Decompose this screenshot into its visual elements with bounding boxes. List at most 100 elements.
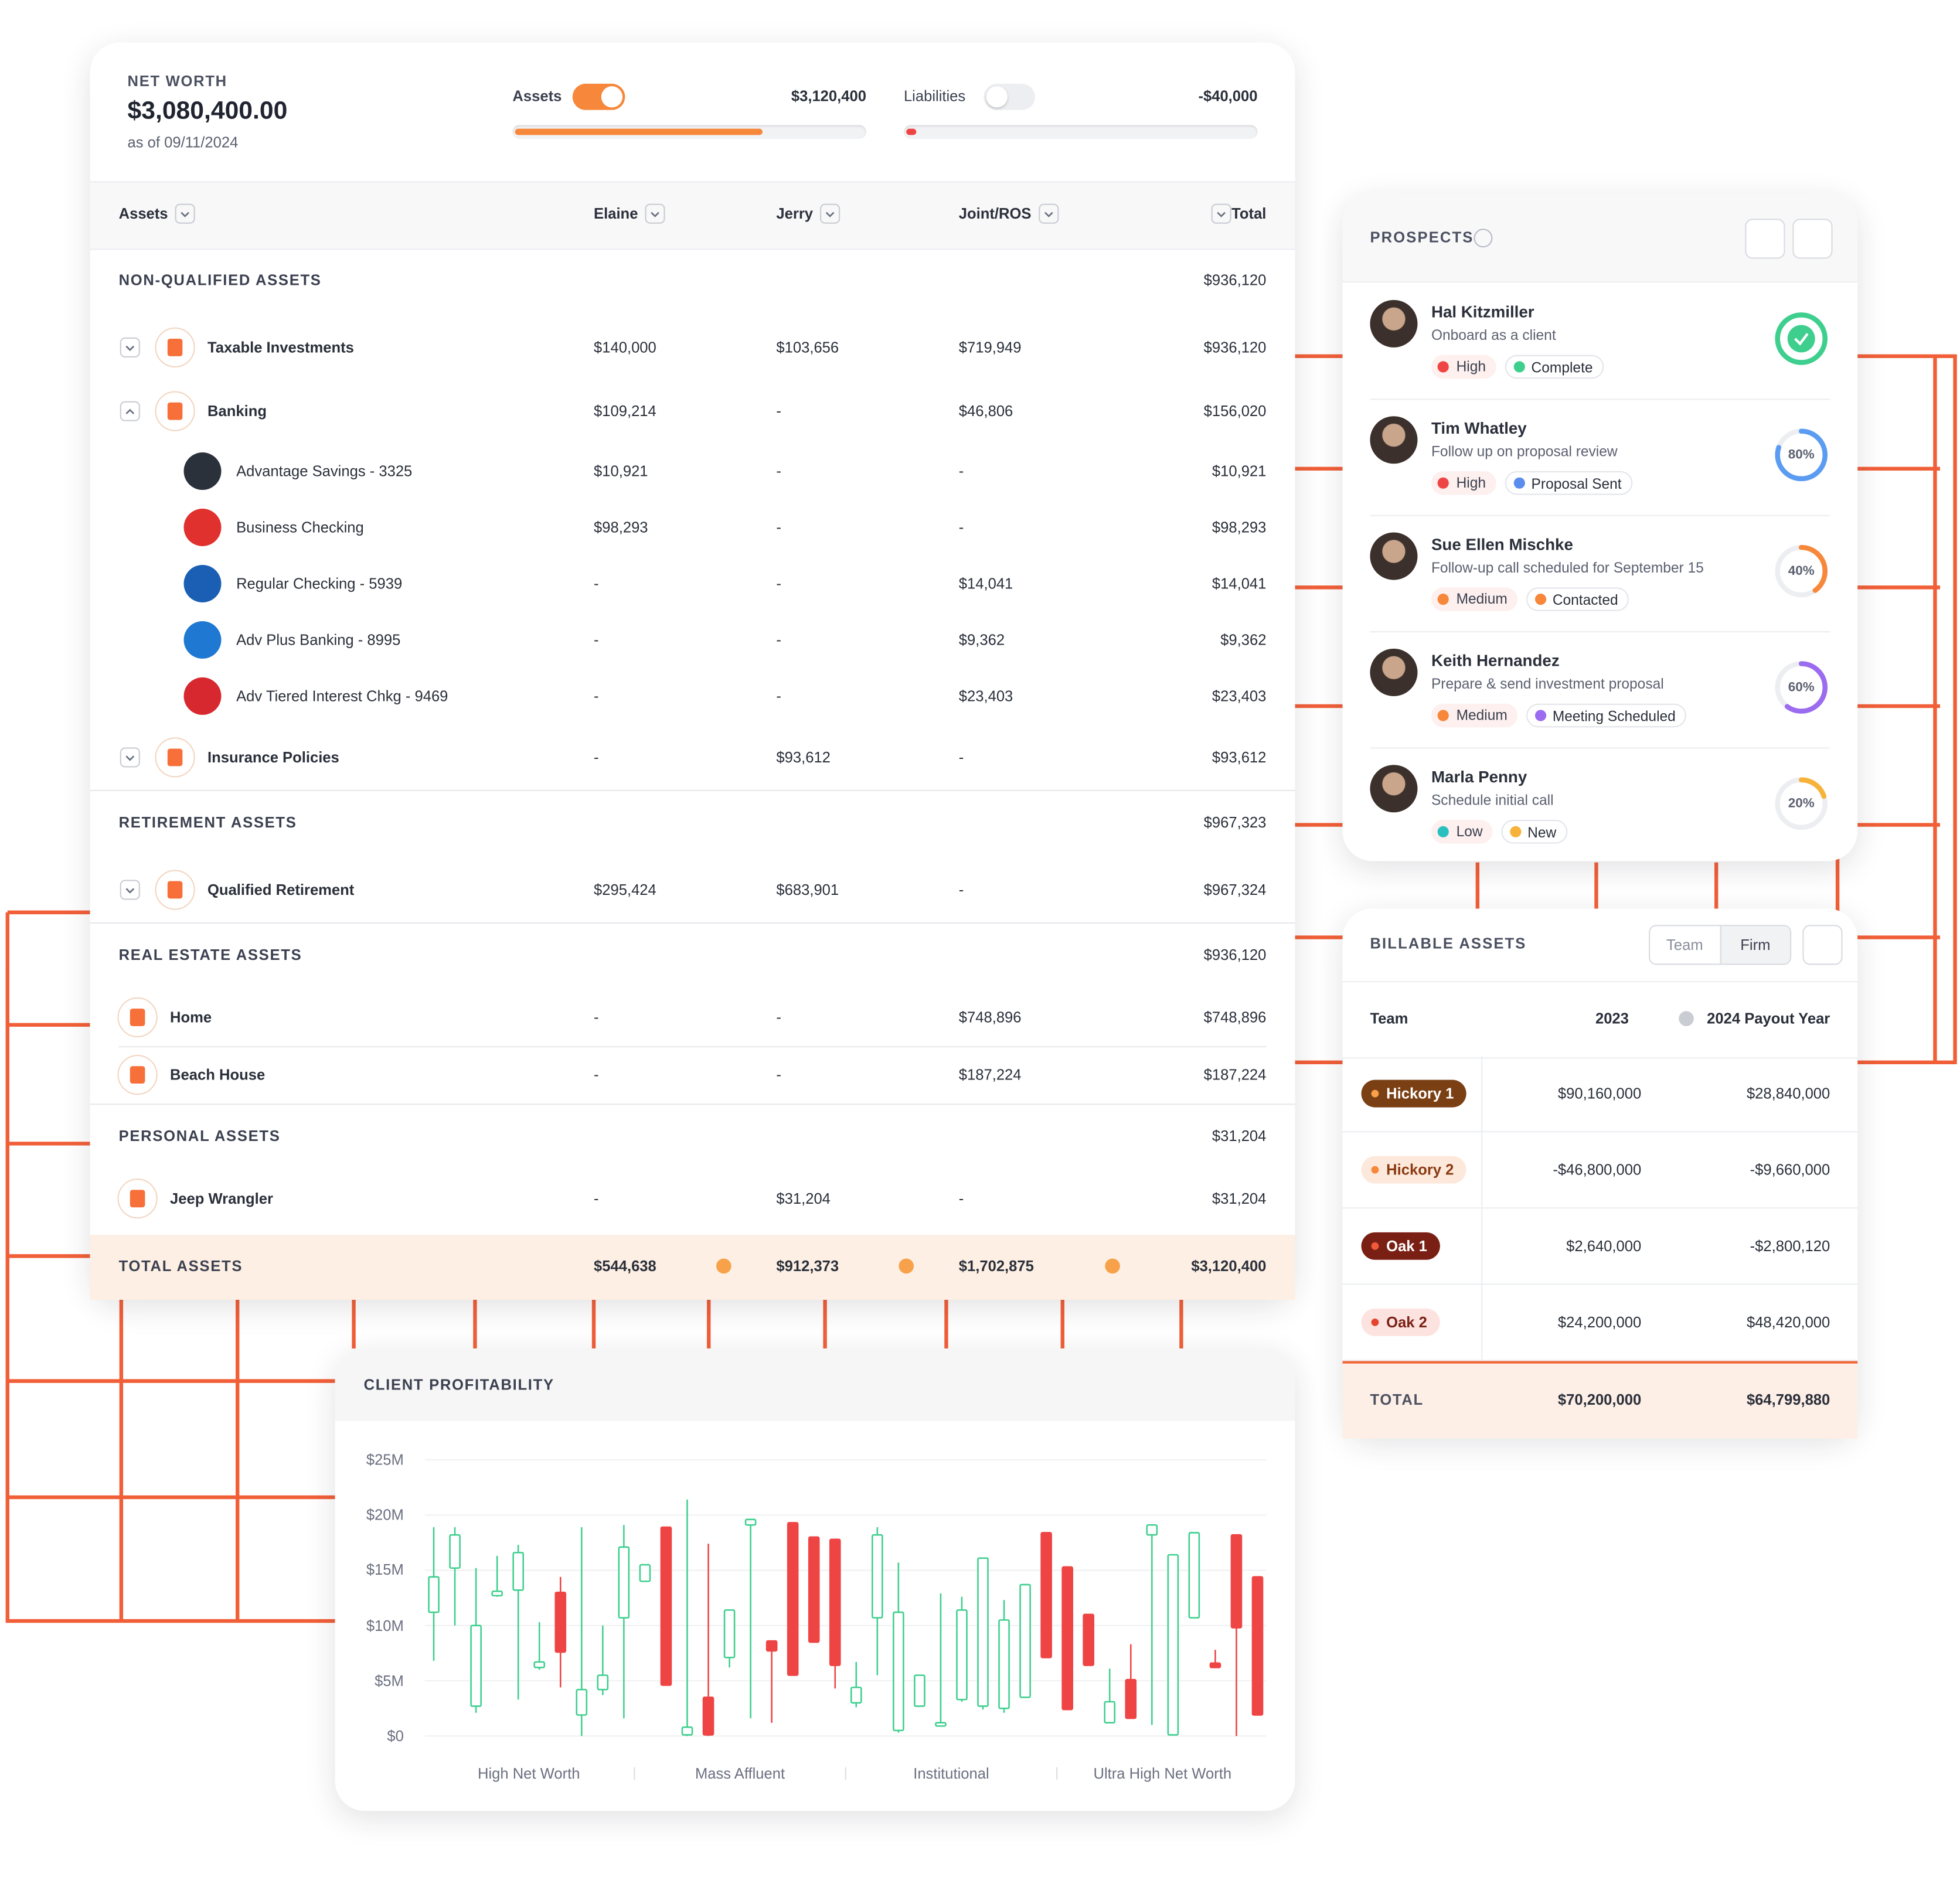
- chevron-button[interactable]: [1039, 203, 1059, 224]
- prospects-title: PROSPECTS: [1370, 229, 1474, 247]
- view-option[interactable]: Team: [1650, 926, 1720, 964]
- cell: $936,120: [1203, 338, 1267, 356]
- info-icon: [1679, 1011, 1694, 1026]
- prospect-note: Follow-up call scheduled for September 1…: [1431, 561, 1704, 577]
- cell: $9,362: [958, 631, 1005, 649]
- ring-progress: [1775, 544, 1828, 598]
- account-name: Business Checking: [236, 519, 364, 536]
- cell: $719,949: [958, 338, 1022, 356]
- label: NET WORTH: [127, 72, 227, 90]
- section-title: REAL ESTATE ASSETS: [118, 946, 302, 964]
- status: Proposal Sent: [1531, 477, 1622, 493]
- priority-dot: [1437, 826, 1449, 837]
- asset-icon: [155, 391, 195, 431]
- status-badge: Proposal Sent: [1505, 471, 1633, 495]
- candle-body: [1188, 1532, 1200, 1619]
- chevron-button[interactable]: [645, 203, 665, 224]
- total-value: $64,799,880: [1746, 1391, 1830, 1409]
- status-icon: [1534, 710, 1547, 721]
- cell: $93,612: [1212, 748, 1267, 766]
- chevron-button[interactable]: [120, 336, 140, 357]
- progress-ring: [1775, 312, 1828, 365]
- y-tick-label: $0: [387, 1727, 404, 1745]
- candle-body: [893, 1611, 904, 1732]
- progress-track: [512, 125, 866, 139]
- row-name: Taxable Investments: [207, 338, 354, 356]
- cell: -: [776, 631, 781, 649]
- section-title: PERSONAL ASSETS: [118, 1127, 281, 1145]
- y-tick-label: $5M: [375, 1672, 404, 1690]
- progress-ring: [1775, 777, 1828, 830]
- section-total: $936,120: [1203, 271, 1267, 289]
- candle-body: [428, 1576, 440, 1613]
- priority: Medium: [1456, 709, 1508, 724]
- total-band: [90, 1235, 1295, 1300]
- candle-body: [1125, 1678, 1137, 1719]
- column-header: 2024 Payout Year: [1707, 1010, 1830, 1028]
- assets-toggle[interactable]: [572, 83, 625, 110]
- cell: -: [594, 575, 599, 592]
- view-toggle: Team Firm: [1649, 925, 1792, 965]
- priority: High: [1456, 476, 1486, 492]
- cell: $23,403: [958, 687, 1013, 705]
- table-header-bg: [90, 181, 1295, 250]
- cell: $683,901: [776, 880, 839, 898]
- sort-button[interactable]: [1745, 219, 1785, 259]
- asset-icon-glyph: [130, 1190, 145, 1208]
- chevron-button[interactable]: [820, 203, 841, 224]
- filter-button[interactable]: [1792, 219, 1833, 259]
- ring-progress: [1775, 428, 1828, 482]
- chevron-icon: [1217, 212, 1226, 217]
- priority-badge: Medium: [1431, 587, 1517, 611]
- row-divider: [1342, 1207, 1858, 1209]
- cell: -: [776, 519, 781, 536]
- candle-body: [1167, 1554, 1179, 1736]
- priority-dot: [1437, 361, 1449, 373]
- chevron-button[interactable]: [175, 203, 195, 224]
- status: Complete: [1531, 361, 1593, 376]
- status-badge: Contacted: [1526, 587, 1629, 611]
- asset-icon: [155, 326, 195, 367]
- progress-label: 80%: [1788, 447, 1815, 463]
- chevron-button[interactable]: [1211, 203, 1231, 224]
- cell: $23,403: [1212, 687, 1267, 705]
- prospect-name: Marla Penny: [1431, 767, 1527, 786]
- status-icon: [1534, 594, 1547, 605]
- row-name: Beach House: [170, 1066, 266, 1084]
- team-name: Hickory 1: [1386, 1085, 1454, 1103]
- row-divider: [1342, 1360, 1858, 1361]
- candle-body: [998, 1619, 1010, 1709]
- chevron-button[interactable]: [120, 401, 140, 421]
- cell: -$46,800,000: [1553, 1161, 1642, 1179]
- column-header: Assets: [118, 205, 168, 223]
- chevron-button[interactable]: [120, 747, 140, 767]
- priority-dot: [1437, 594, 1449, 605]
- bank-logo: [183, 564, 222, 602]
- candle-body: [681, 1726, 693, 1736]
- cell: -: [594, 1066, 599, 1084]
- chevron-button[interactable]: [120, 879, 140, 900]
- team-badge: Hickory 2: [1361, 1156, 1466, 1184]
- bank-logo: [183, 509, 222, 546]
- candle-body: [512, 1552, 525, 1591]
- candle-body: [1019, 1583, 1031, 1698]
- cell: $140,000: [594, 338, 656, 356]
- section-total: $936,120: [1203, 946, 1267, 964]
- prospect-name: Keith Hernandez: [1431, 651, 1560, 670]
- total-label: TOTAL: [1370, 1391, 1424, 1409]
- cell: $1,702,875: [958, 1257, 1034, 1275]
- team-dot: [1371, 1242, 1379, 1250]
- asset-icon: [155, 869, 195, 910]
- column-divider: [1481, 1132, 1483, 1209]
- cell: $748,896: [958, 1009, 1022, 1026]
- cell: $2,640,000: [1566, 1237, 1642, 1255]
- liabilities-toggle[interactable]: [984, 83, 1035, 110]
- section-title: RETIREMENT ASSETS: [118, 813, 297, 832]
- progress-fill: [515, 128, 763, 135]
- view-option[interactable]: Firm: [1719, 926, 1791, 964]
- asset-icon: [117, 997, 158, 1038]
- export-button[interactable]: [1802, 925, 1843, 965]
- candle-body: [1146, 1524, 1158, 1536]
- priority: Medium: [1456, 592, 1508, 608]
- cell: $10,921: [594, 462, 648, 480]
